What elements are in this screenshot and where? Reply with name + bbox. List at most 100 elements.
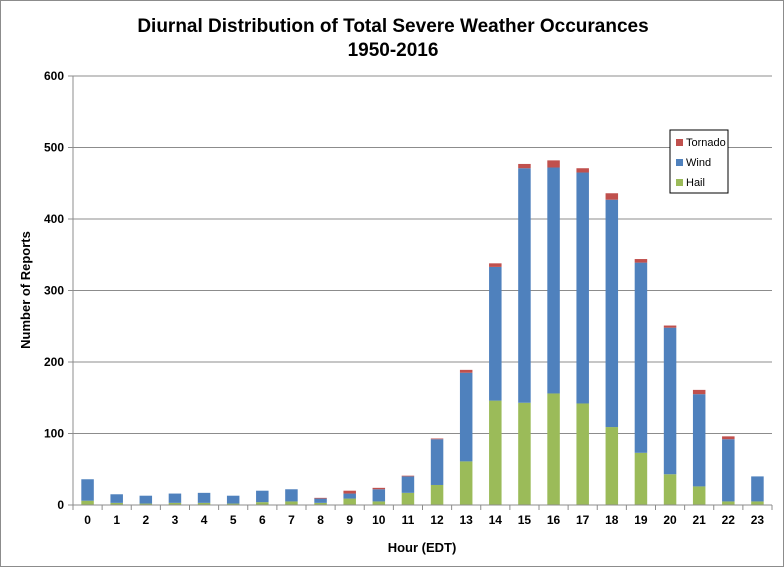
bar-wind	[168, 493, 182, 503]
x-tick-label: 1	[113, 513, 120, 527]
x-tick-label: 3	[172, 513, 179, 527]
bar-wind	[634, 262, 648, 453]
x-tick-label: 13	[460, 513, 474, 527]
bar-hail	[110, 502, 123, 505]
x-tick-label: 11	[402, 513, 415, 527]
x-tick-label: 20	[663, 513, 677, 527]
bar-wind	[663, 327, 677, 475]
bar-hail	[489, 400, 502, 505]
chart-title: Diurnal Distribution of Total Severe Wea…	[137, 16, 648, 37]
legend-label-hail: Hail	[686, 177, 705, 189]
bar-tornado	[372, 487, 386, 490]
bar-hail	[751, 501, 764, 505]
bar-wind	[314, 498, 327, 503]
x-tick-label: 2	[142, 513, 149, 527]
y-tick-label: 200	[44, 355, 64, 369]
bar-wind	[226, 495, 240, 504]
y-axis-label: Number of Reports	[18, 231, 33, 349]
bar-tornado	[634, 259, 648, 263]
chart-subtitle: 1950-2016	[348, 40, 439, 61]
x-tick-label: 4	[201, 513, 208, 527]
legend-swatch-tornado	[676, 139, 683, 146]
gridlines	[73, 75, 772, 434]
bar-tornado	[430, 438, 444, 440]
x-tick-label: 23	[751, 513, 765, 527]
bar-hail	[692, 486, 706, 505]
bar-wind	[576, 172, 589, 404]
bar-tornado	[663, 325, 677, 328]
bar-wind	[197, 492, 211, 503]
legend-swatch-hail	[676, 179, 683, 186]
x-tick-label: 12	[430, 513, 444, 527]
x-axis-label: Hour (EDT)	[388, 540, 457, 555]
x-tick-label: 5	[230, 513, 237, 527]
bar-tornado	[459, 369, 473, 373]
legend-swatch-wind	[676, 159, 683, 166]
bar-wind	[518, 168, 531, 403]
x-tick-label: 22	[722, 513, 736, 527]
y-tick-label: 100	[44, 427, 64, 441]
bar-wind	[430, 439, 444, 485]
bar-hail	[197, 502, 211, 505]
bar-hail	[722, 501, 735, 505]
bar-hail	[139, 503, 153, 505]
bar-wind	[547, 167, 560, 394]
bar-hail	[459, 461, 473, 505]
y-tick-label: 0	[57, 498, 64, 512]
bar-tornado	[692, 389, 706, 395]
bar-hail	[81, 500, 94, 505]
bar-hail	[314, 502, 327, 505]
x-tick-label: 16	[547, 513, 561, 527]
bar-hail	[343, 498, 356, 505]
bar-hail	[168, 502, 182, 505]
bar-tornado	[605, 193, 619, 200]
bar-tornado	[722, 436, 735, 440]
x-tick-label: 18	[605, 513, 619, 527]
x-tick-label: 17	[576, 513, 590, 527]
bar-hail	[547, 393, 560, 505]
bar-hail	[430, 484, 444, 505]
x-tick-label: 9	[346, 513, 353, 527]
x-tick-label: 14	[489, 513, 503, 527]
bar-hail	[663, 474, 677, 505]
y-tick-label: 300	[44, 284, 64, 298]
x-tick-label: 10	[372, 513, 386, 527]
bar-wind	[285, 489, 298, 502]
x-tick-label: 8	[317, 513, 324, 527]
bar-tornado	[518, 163, 531, 169]
bar-wind	[605, 199, 619, 428]
bar-wind	[751, 476, 764, 502]
bar-wind	[256, 490, 269, 503]
bar-wind	[110, 494, 123, 503]
x-tick-label: 7	[288, 513, 295, 527]
x-tick-label: 21	[693, 513, 707, 527]
bar-tornado	[401, 475, 415, 477]
bar-hail	[226, 503, 240, 505]
bar-tornado	[343, 490, 356, 494]
legend-label-wind: Wind	[686, 157, 711, 169]
y-tick-label: 400	[44, 212, 64, 226]
x-tick-label: 6	[259, 513, 266, 527]
bar-wind	[401, 476, 415, 493]
bar-tornado	[489, 263, 502, 267]
bar-hail	[576, 403, 589, 505]
bars	[81, 160, 764, 505]
legend-label-tornado: Tornado	[686, 137, 726, 149]
bar-hail	[256, 502, 269, 505]
bar-wind	[372, 489, 386, 502]
bar-tornado	[547, 160, 560, 168]
bar-hail	[285, 501, 298, 505]
x-tick-label: 15	[518, 513, 532, 527]
bar-hail	[634, 452, 648, 505]
y-tick-label: 600	[44, 69, 64, 83]
y-tick-label: 500	[44, 141, 64, 155]
bar-tornado	[314, 497, 327, 499]
x-tick-label: 0	[84, 513, 91, 527]
x-tick-label: 19	[634, 513, 648, 527]
bar-wind	[139, 495, 153, 504]
bar-hail	[605, 427, 619, 505]
bar-wind	[459, 372, 473, 462]
